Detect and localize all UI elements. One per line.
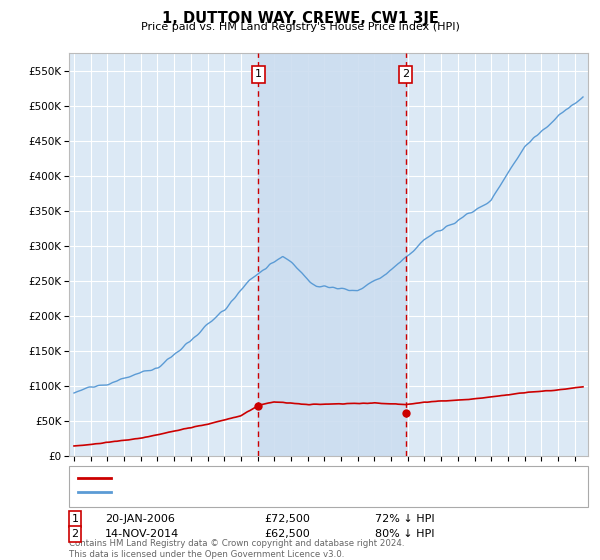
Text: Price paid vs. HM Land Registry's House Price Index (HPI): Price paid vs. HM Land Registry's House …: [140, 22, 460, 32]
Text: £72,500: £72,500: [264, 514, 310, 524]
Text: 1, DUTTON WAY, CREWE, CW1 3JE: 1, DUTTON WAY, CREWE, CW1 3JE: [161, 11, 439, 26]
Text: 2: 2: [402, 69, 409, 79]
Text: 80% ↓ HPI: 80% ↓ HPI: [375, 529, 434, 539]
Text: HPI: Average price, detached house, Cheshire East: HPI: Average price, detached house, Ches…: [120, 487, 397, 497]
Bar: [259, 53, 406, 456]
Text: 1, DUTTON WAY, CREWE, CW1 3JE (detached house): 1, DUTTON WAY, CREWE, CW1 3JE (detached …: [120, 473, 406, 483]
Text: 1: 1: [255, 69, 262, 79]
Text: 2: 2: [71, 529, 79, 539]
Text: 72% ↓ HPI: 72% ↓ HPI: [375, 514, 434, 524]
Text: £62,500: £62,500: [264, 529, 310, 539]
Text: Contains HM Land Registry data © Crown copyright and database right 2024.
This d: Contains HM Land Registry data © Crown c…: [69, 539, 404, 559]
Text: 1: 1: [71, 514, 79, 524]
Text: 14-NOV-2014: 14-NOV-2014: [105, 529, 179, 539]
Text: 20-JAN-2006: 20-JAN-2006: [105, 514, 175, 524]
